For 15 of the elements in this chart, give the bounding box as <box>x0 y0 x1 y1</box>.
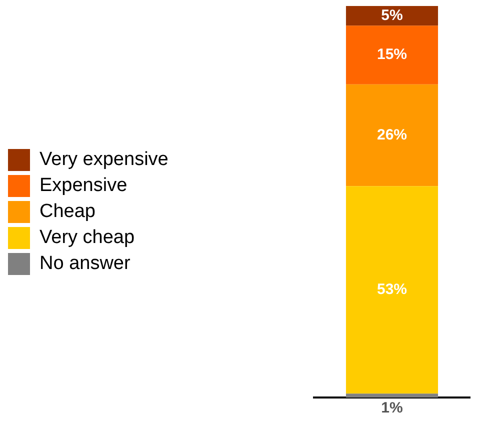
data-label: 15% <box>376 46 408 64</box>
bar <box>346 84 438 186</box>
bar <box>346 6 438 26</box>
bar <box>346 186 438 394</box>
legend-label: Very cheap <box>40 227 135 248</box>
data-label: 5% <box>381 6 403 24</box>
legend-label: Cheap <box>40 201 96 222</box>
data-label: 1% <box>381 400 403 417</box>
bar <box>346 26 438 84</box>
data-label: 26% <box>376 126 408 144</box>
legend-label: No answer <box>40 253 131 274</box>
bar <box>346 394 438 398</box>
legend-label: Expensive <box>40 175 128 196</box>
data-label: 53% <box>376 281 408 298</box>
legend-label: Very expensive <box>40 149 168 170</box>
